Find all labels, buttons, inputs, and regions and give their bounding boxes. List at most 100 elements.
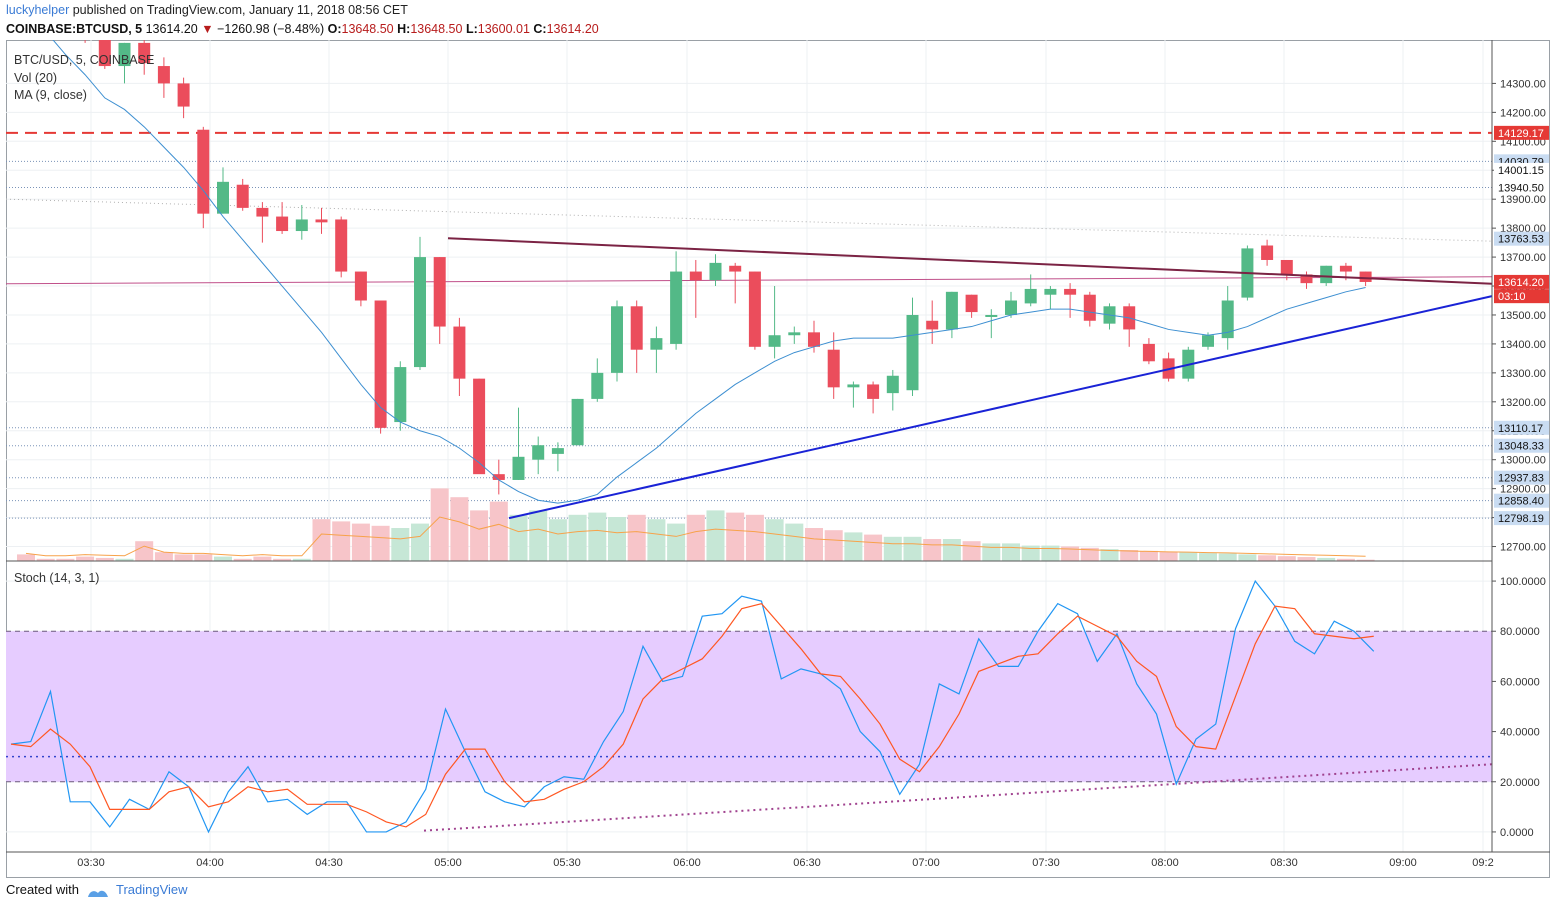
high-label: H:: [397, 22, 411, 36]
candle-body[interactable]: [1221, 300, 1234, 339]
volume-bar: [1356, 559, 1375, 561]
price-label-bg: [1494, 162, 1549, 177]
candle-body[interactable]: [118, 42, 131, 67]
volume-bar: [1317, 557, 1336, 561]
candle-body[interactable]: [768, 335, 781, 347]
candle-body[interactable]: [315, 219, 328, 223]
price-label-bg: [1494, 438, 1549, 453]
volume-bar: [844, 532, 863, 561]
price-label-bg: [1494, 511, 1549, 526]
time-tick-label: 06:30: [793, 857, 821, 869]
candle-body[interactable]: [1300, 274, 1313, 284]
candle-body[interactable]: [551, 448, 564, 454]
candle-body[interactable]: [729, 265, 742, 272]
candle-body[interactable]: [433, 257, 446, 327]
candle-body[interactable]: [1202, 335, 1214, 347]
tradingview-brand[interactable]: TradingView: [116, 882, 188, 897]
volume-bar: [509, 514, 528, 561]
candle-body[interactable]: [276, 216, 289, 232]
candle-body[interactable]: [985, 314, 998, 317]
volume-bar: [371, 525, 390, 561]
candle-body[interactable]: [650, 338, 663, 350]
volume-bar: [56, 558, 75, 561]
candle-body[interactable]: [827, 349, 840, 388]
candle-body[interactable]: [394, 367, 407, 423]
time-axis[interactable]: 03:30 04:00 04:30 05:00 05:30 06:00 06:30 07:00…: [77, 857, 1493, 869]
candle-body[interactable]: [354, 271, 367, 301]
candle-body[interactable]: [236, 184, 249, 208]
candle-body[interactable]: [630, 306, 643, 350]
volume-ma-line: [25, 516, 1366, 557]
candle-body[interactable]: [867, 384, 880, 399]
candle-body[interactable]: [1005, 300, 1017, 315]
volume-bar: [1258, 555, 1277, 561]
candle-body[interactable]: [256, 207, 269, 217]
time-tick-label: 03:30: [77, 857, 105, 869]
time-tick-label: 05:00: [434, 857, 462, 869]
volume-bar: [667, 523, 686, 561]
candle-body[interactable]: [689, 271, 702, 281]
drawings-layer[interactable]: [423, 237, 1493, 832]
time-tick-label: 05:30: [553, 857, 581, 869]
author-link[interactable]: luckyhelper: [6, 3, 70, 17]
legend-stoch[interactable]: Stoch (14, 3, 1): [14, 571, 99, 585]
candle-body[interactable]: [591, 372, 604, 399]
candle-body[interactable]: [965, 294, 978, 313]
legend-ma[interactable]: MA (9, close): [14, 88, 87, 102]
candle-body[interactable]: [335, 219, 348, 272]
candle-body[interactable]: [1261, 245, 1274, 260]
volume-bar: [115, 558, 134, 561]
candle-body[interactable]: [295, 219, 308, 232]
stoch-axis[interactable]: 0.0000 20.0000 40.0000 60.0000 80.0000 100.00…: [1492, 576, 1546, 839]
candle-body[interactable]: [98, 40, 111, 67]
candle-body[interactable]: [492, 474, 505, 480]
candle-body[interactable]: [611, 306, 623, 373]
candle-body[interactable]: [748, 271, 761, 347]
candle-body[interactable]: [571, 398, 584, 446]
candle-body[interactable]: [532, 445, 545, 460]
candle-body[interactable]: [788, 332, 801, 336]
candle-body[interactable]: [670, 271, 683, 344]
candle-body[interactable]: [1024, 288, 1037, 304]
candle-body[interactable]: [453, 326, 466, 379]
candle-body[interactable]: [945, 291, 958, 330]
candle-body[interactable]: [1064, 288, 1077, 295]
candle-body[interactable]: [1359, 271, 1372, 282]
candle-body[interactable]: [1142, 343, 1155, 362]
volume-bar: [312, 519, 331, 561]
candle-body[interactable]: [512, 456, 525, 480]
chart-frame[interactable]: 12700.0012800.0012900.0013000.0013100.00…: [6, 40, 1550, 878]
candle-body[interactable]: [473, 378, 486, 475]
volume-bar: [568, 514, 587, 561]
candle-body[interactable]: [217, 181, 229, 214]
legend-volume[interactable]: Vol (20): [14, 71, 57, 85]
candle-body[interactable]: [709, 262, 722, 281]
candle-body[interactable]: [906, 314, 919, 391]
candle-body[interactable]: [177, 83, 190, 107]
candle-layer[interactable]: [20, 40, 1372, 495]
candle-body[interactable]: [847, 384, 860, 388]
resistance-trendline[interactable]: [447, 237, 1493, 285]
candle-body[interactable]: [138, 42, 151, 64]
stoch-trendline[interactable]: [423, 763, 1493, 832]
footer: Created with TradingView: [6, 882, 188, 897]
legend-title[interactable]: BTC/USD, 5, COINBASE: [14, 53, 154, 67]
candle-body[interactable]: [157, 66, 170, 84]
candle-body[interactable]: [414, 257, 426, 368]
support-trendline[interactable]: [508, 295, 1493, 520]
candle-body[interactable]: [197, 129, 210, 214]
candle-body[interactable]: [1044, 288, 1057, 295]
candle-body[interactable]: [926, 320, 939, 330]
candle-body[interactable]: [808, 332, 820, 347]
candle-body[interactable]: [374, 300, 387, 428]
candle-body[interactable]: [1339, 265, 1352, 272]
price-label-bg: [1494, 125, 1549, 140]
price-label: 13763.53: [1498, 234, 1544, 246]
price-tick-label: 13700.00: [1500, 252, 1546, 264]
candle-body[interactable]: [1280, 259, 1293, 275]
candle-body[interactable]: [1320, 265, 1333, 284]
candle-body[interactable]: [1083, 294, 1096, 321]
candle-body[interactable]: [886, 375, 899, 394]
high-value: 13648.50: [410, 22, 463, 36]
volume-bar: [1336, 558, 1355, 561]
